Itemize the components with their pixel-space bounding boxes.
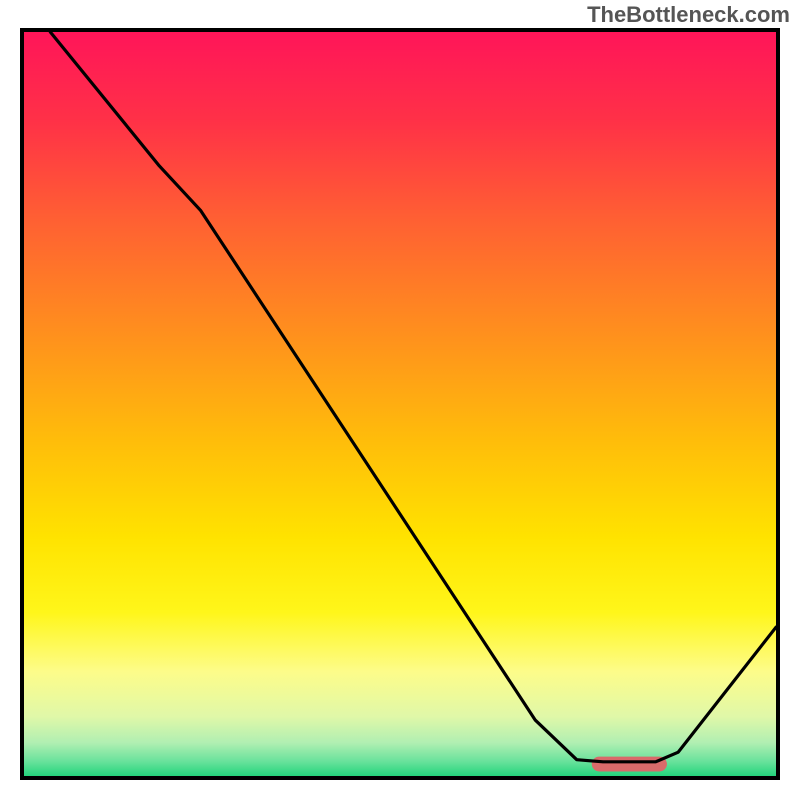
watermark-text: TheBottleneck.com: [587, 2, 790, 28]
chart-svg: [24, 32, 776, 776]
chart-container: TheBottleneck.com: [0, 0, 800, 800]
chart-frame: [20, 28, 780, 780]
gradient-background: [24, 32, 776, 776]
optimum-marker: [592, 757, 667, 772]
